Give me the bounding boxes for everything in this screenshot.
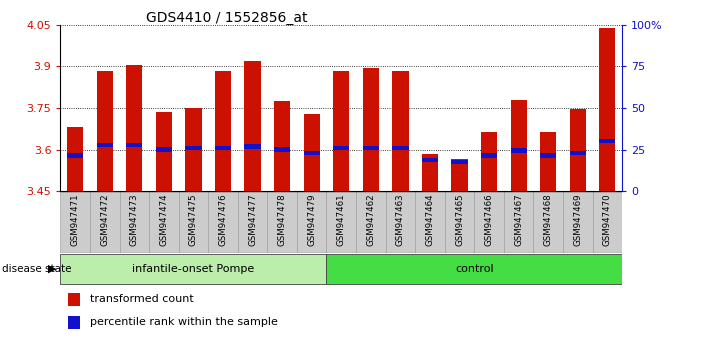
Bar [186,146,202,150]
Bar [304,151,320,155]
Bar [304,114,320,191]
Bar [333,146,349,150]
Bar [67,127,83,191]
Bar [481,132,497,191]
Bar [540,153,556,158]
Bar [563,191,592,253]
FancyBboxPatch shape [326,254,622,284]
Text: GSM947479: GSM947479 [307,193,316,246]
Bar [445,191,474,253]
Bar [510,99,527,191]
Bar [392,70,409,191]
Text: transformed count: transformed count [90,294,194,304]
Bar [326,191,356,253]
Bar [356,191,385,253]
Text: GSM947466: GSM947466 [485,193,493,246]
Text: GSM947472: GSM947472 [100,193,109,246]
Bar [60,191,90,253]
Text: GDS4410 / 1552856_at: GDS4410 / 1552856_at [146,11,307,25]
Bar [422,158,438,162]
Text: GSM947469: GSM947469 [573,193,582,246]
Text: control: control [455,264,493,274]
Text: GSM947464: GSM947464 [425,193,434,246]
Bar [481,153,497,158]
Bar [97,70,113,191]
Text: GSM947462: GSM947462 [366,193,375,246]
Bar [451,159,468,191]
Bar [504,191,533,253]
Text: GSM947467: GSM947467 [514,193,523,246]
Bar [215,146,231,150]
Bar [90,191,119,253]
Text: GSM947461: GSM947461 [337,193,346,246]
Bar [127,65,142,191]
Bar [208,191,237,253]
Bar [149,191,178,253]
Bar [333,70,349,191]
Bar [297,191,326,253]
Bar [599,139,616,143]
Bar [385,191,415,253]
Text: ▶: ▶ [48,264,57,274]
Text: GSM947473: GSM947473 [130,193,139,246]
Text: GSM947463: GSM947463 [396,193,405,246]
Text: GSM947477: GSM947477 [248,193,257,246]
Text: GSM947471: GSM947471 [70,193,80,246]
Bar [363,68,379,191]
Bar [156,147,172,152]
FancyBboxPatch shape [60,254,326,284]
Text: GSM947465: GSM947465 [455,193,464,246]
Bar [215,70,231,191]
Bar [186,108,202,191]
Bar [127,143,142,147]
Bar [415,191,445,253]
Bar [599,28,616,191]
Bar [245,61,261,191]
Bar [245,144,261,149]
Bar [592,191,622,253]
Bar [363,146,379,150]
Bar [533,191,563,253]
Bar [274,147,290,152]
Bar [474,191,504,253]
Text: infantile-onset Pompe: infantile-onset Pompe [132,264,255,274]
Bar [156,112,172,191]
Bar [570,151,586,155]
Text: disease state: disease state [2,264,72,274]
Bar [274,101,290,191]
Bar [97,143,113,147]
Text: percentile rank within the sample: percentile rank within the sample [90,317,278,327]
Text: GSM947476: GSM947476 [218,193,228,246]
Bar [267,191,297,253]
Bar [237,191,267,253]
Text: GSM947470: GSM947470 [603,193,612,246]
Bar [510,148,527,153]
Text: GSM947478: GSM947478 [278,193,287,246]
Bar [570,109,586,191]
Bar [119,191,149,253]
Text: GSM947468: GSM947468 [544,193,552,246]
Bar [451,160,468,164]
Bar [392,146,409,150]
Bar [540,132,556,191]
Bar [422,154,438,191]
Bar [178,191,208,253]
Text: GSM947475: GSM947475 [189,193,198,246]
Bar [67,153,83,158]
Text: GSM947474: GSM947474 [159,193,169,246]
